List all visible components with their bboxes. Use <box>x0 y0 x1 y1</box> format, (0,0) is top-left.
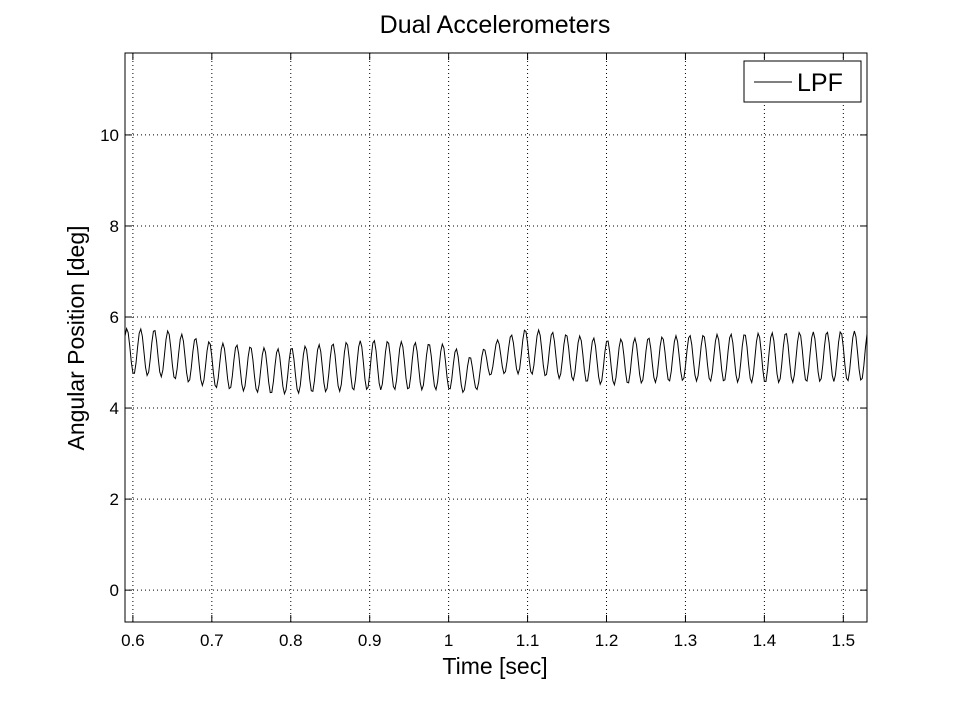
y-tick-label: 8 <box>110 217 119 236</box>
plot-area <box>125 53 867 622</box>
grid-lines <box>125 53 867 622</box>
x-tick-label: 1 <box>444 631 453 650</box>
x-tick-label: 1.3 <box>674 631 698 650</box>
x-tick-labels: 0.6 0.7 0.8 0.9 1 1.1 1.2 1.3 1.4 1.5 <box>121 631 855 650</box>
y-tick-label: 10 <box>100 126 119 145</box>
axis-ticks <box>125 53 867 622</box>
y-tick-label: 2 <box>110 490 119 509</box>
y-tick-label: 0 <box>110 581 119 600</box>
axes-frame <box>124 52 868 623</box>
y-tick-labels: 0 2 4 6 8 10 <box>100 126 119 600</box>
x-tick-label: 0.9 <box>358 631 382 650</box>
x-axis-label: Time [sec] <box>442 653 547 679</box>
y-axis-label: Angular Position [deg] <box>63 225 89 450</box>
legend-label-lpf: LPF <box>797 69 843 97</box>
legend: LPF <box>743 60 862 103</box>
x-tick-label: 1.2 <box>595 631 619 650</box>
x-tick-label: 0.6 <box>121 631 145 650</box>
x-tick-label: 1.4 <box>753 631 777 650</box>
x-tick-label: 0.8 <box>279 631 303 650</box>
series-layer <box>125 326 867 396</box>
chart-title: Dual Accelerometers <box>380 11 611 39</box>
x-tick-label: 1.1 <box>516 631 540 650</box>
series-line-lpf <box>125 326 867 396</box>
y-tick-label: 4 <box>110 399 119 418</box>
x-tick-label: 0.7 <box>200 631 224 650</box>
y-tick-label: 6 <box>110 308 119 327</box>
x-tick-label: 1.5 <box>831 631 855 650</box>
